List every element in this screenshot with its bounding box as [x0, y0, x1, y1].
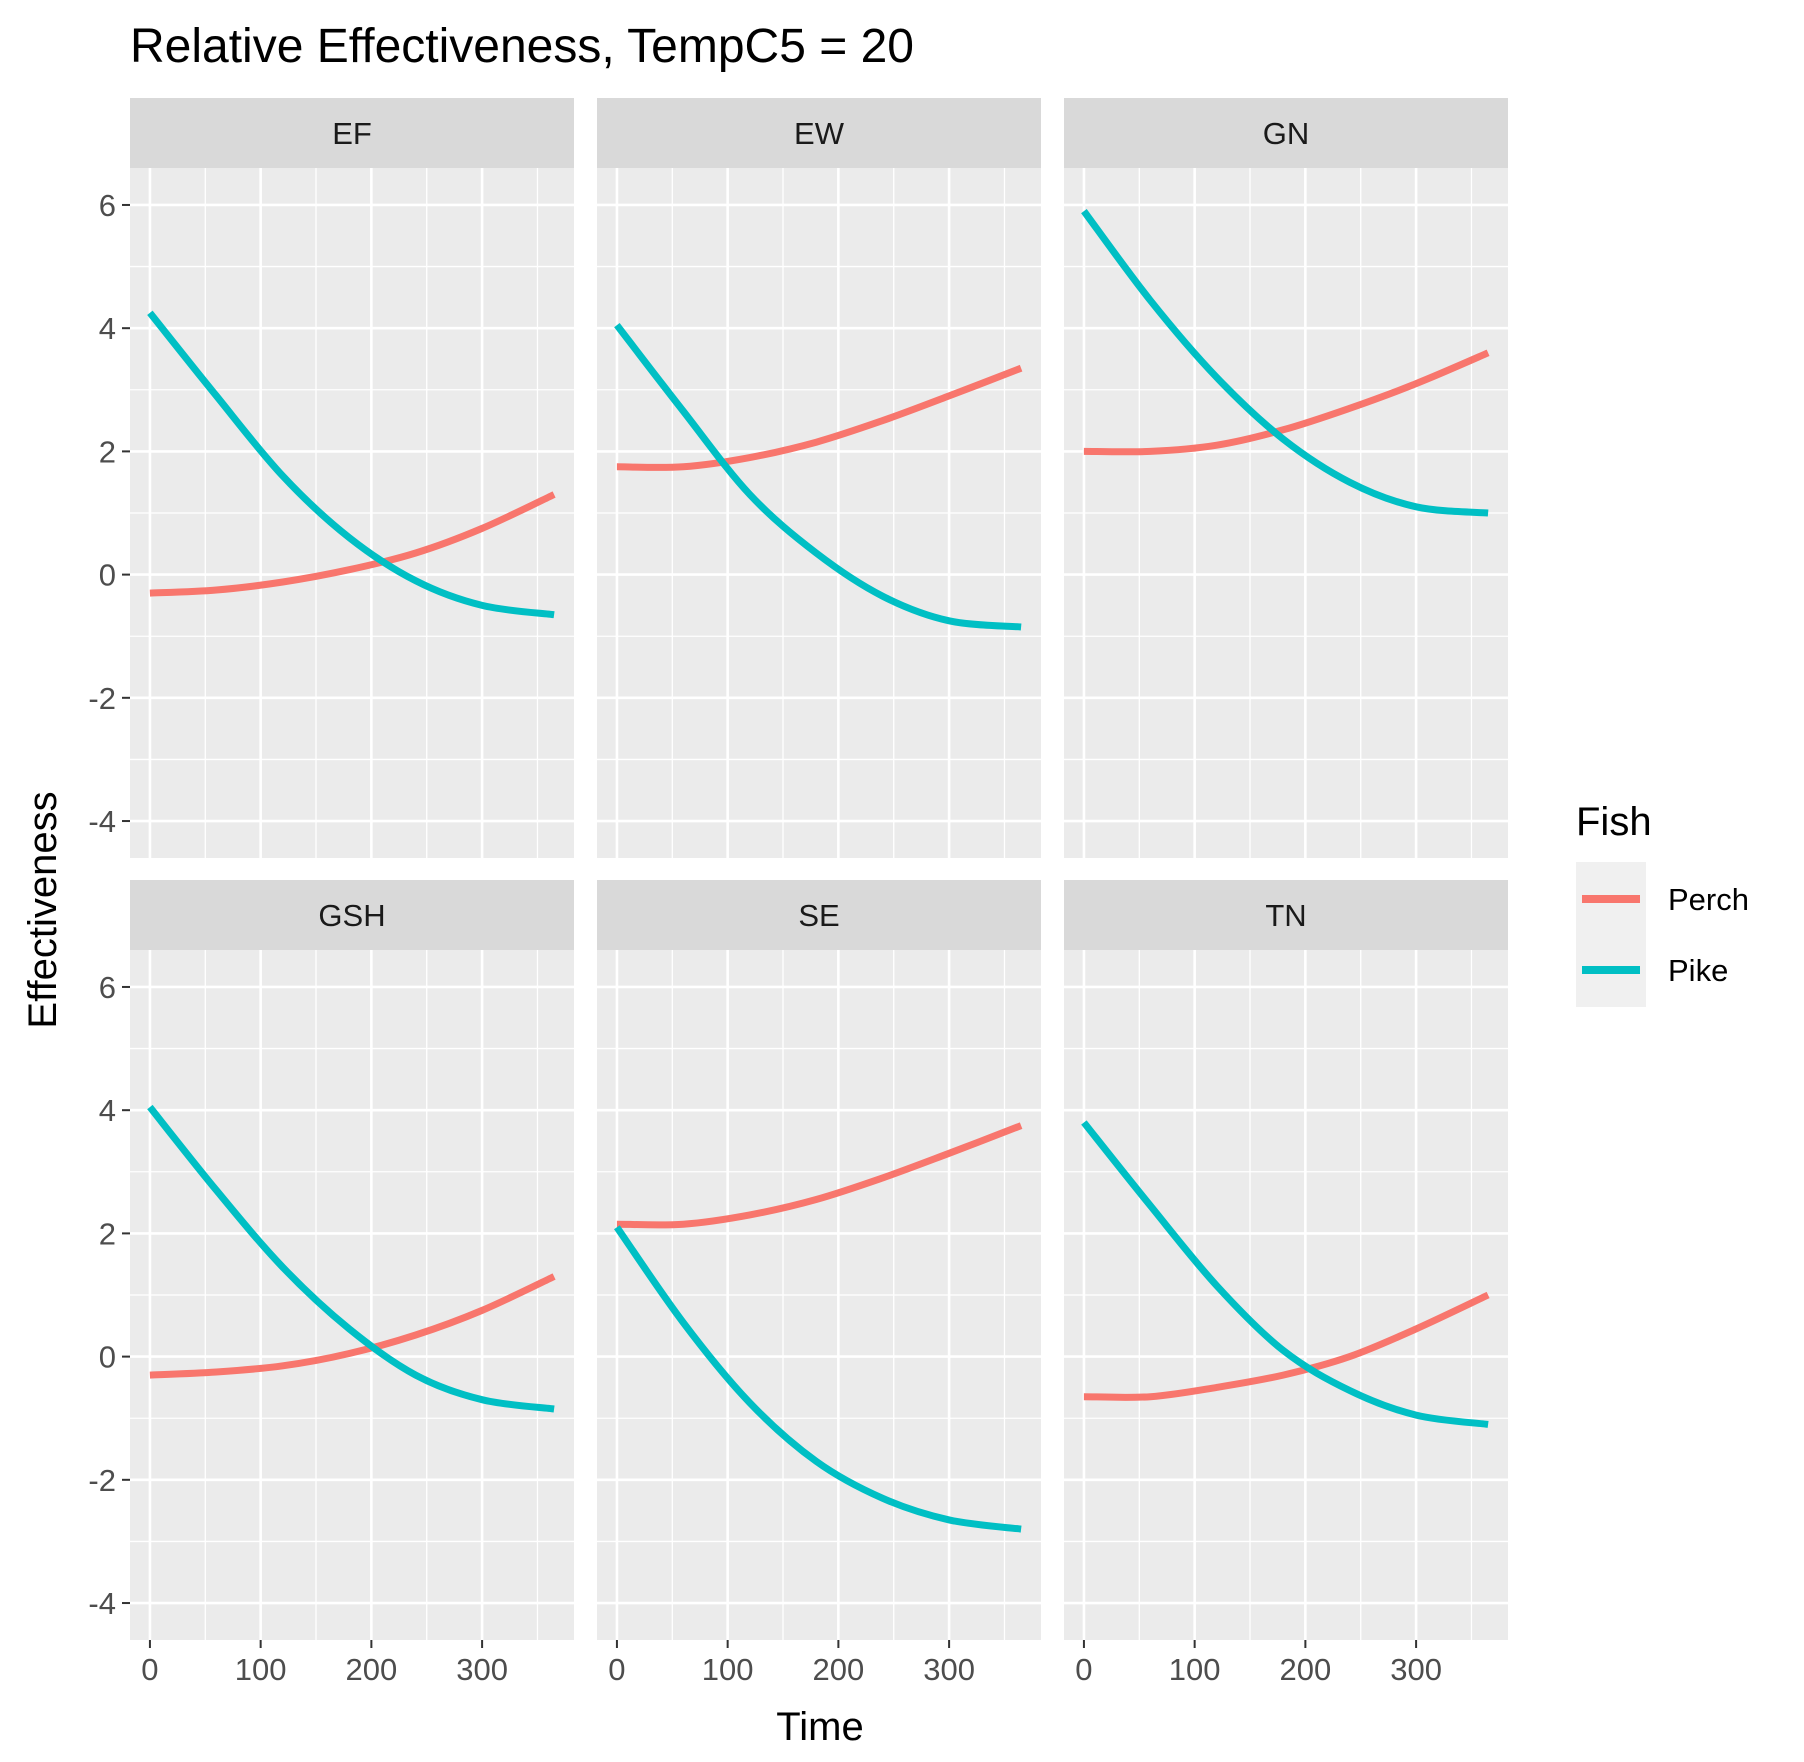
series-line-pike-ef: [147, 310, 555, 619]
facet-panel-gsh: GSH -4 -2 0 2 4 6 0 100 200 300: [88, 880, 574, 1687]
facet-strip-gn: [1064, 98, 1508, 168]
x-tick-label: 100: [235, 1652, 287, 1687]
x-tick-label: 200: [346, 1652, 398, 1687]
facet-strip-se: [597, 880, 1041, 950]
series-line-perch-gn: [1083, 349, 1490, 456]
x-tick-label: 100: [702, 1652, 754, 1687]
y-tick-label: -4: [88, 804, 116, 839]
y-tick-label: 0: [99, 1340, 116, 1375]
facet-panels: EF -4 -2 0 2 4 6 EW GN GSH -4 -2 0 2 4 6 0 100 200 300 SE 0 10…: [88, 98, 1508, 1687]
facet-panel-ef: EF -4 -2 0 2 4 6: [88, 98, 574, 858]
facet-strip-ef: [130, 98, 574, 168]
chart-title: Relative Effectiveness, TempC5 = 20: [130, 20, 914, 73]
facet-strip-ew: [597, 98, 1041, 168]
series-line-perch-ef: [149, 491, 556, 597]
series-line-perch-ew: [616, 364, 1023, 471]
series-line-perch-se: [616, 1122, 1023, 1229]
y-tick-label: 6: [99, 188, 116, 223]
facet-strip-tn: [1064, 880, 1508, 950]
y-tick-label: -2: [88, 1463, 116, 1498]
series-line-pike-tn: [1081, 1120, 1489, 1428]
y-tick-label: 4: [99, 1093, 116, 1128]
facet-label-ew: EW: [794, 116, 845, 151]
x-tick-label: 300: [923, 1652, 975, 1687]
x-tick-label: 100: [1169, 1652, 1221, 1687]
facet-panel-gn: GN: [1064, 98, 1508, 858]
y-tick-label: 2: [99, 434, 116, 469]
y-tick-label: -2: [88, 681, 116, 716]
legend: Fish Perch Pike: [1576, 800, 1749, 1007]
facet-label-se: SE: [798, 898, 839, 933]
facet-label-gn: GN: [1263, 116, 1310, 151]
series-line-pike-gn: [1081, 209, 1489, 517]
x-tick-label: 0: [141, 1652, 158, 1687]
x-tick-label: 0: [1075, 1652, 1092, 1687]
y-tick-label: 0: [99, 558, 116, 593]
x-tick-label: 300: [456, 1652, 508, 1687]
y-tick-label: 6: [99, 970, 116, 1005]
series-line-pike-ew: [614, 322, 1022, 631]
series-line-perch-gsh: [149, 1273, 556, 1379]
facet-label-gsh: GSH: [318, 898, 385, 933]
y-tick-label: 4: [99, 311, 116, 346]
legend-label-perch: Perch: [1668, 882, 1749, 917]
x-tick-label: 0: [608, 1652, 625, 1687]
x-axis-title: Time: [776, 1705, 863, 1749]
facet-panel-se: SE 0 100 200 300: [597, 880, 1041, 1687]
facet-label-tn: TN: [1265, 898, 1306, 933]
legend-label-pike: Pike: [1668, 953, 1728, 988]
facet-panel-ew: EW: [597, 98, 1041, 858]
y-axis-title: Effectiveness: [21, 791, 65, 1028]
series-line-pike-se: [614, 1225, 1022, 1533]
series-line-pike-gsh: [147, 1104, 555, 1413]
y-axis-title-group: Effectiveness: [21, 791, 65, 1028]
legend-title: Fish: [1576, 800, 1652, 844]
y-tick-label: 2: [99, 1216, 116, 1251]
facet-strip-gsh: [130, 880, 574, 950]
legend-key-background: [1576, 862, 1646, 1007]
facet-label-ef: EF: [332, 116, 372, 151]
y-tick-label: -4: [88, 1586, 116, 1621]
facet-panel-tn: TN 0 100 200 300: [1064, 880, 1508, 1687]
x-tick-label: 200: [813, 1652, 865, 1687]
x-tick-label: 200: [1280, 1652, 1332, 1687]
x-tick-label: 300: [1390, 1652, 1442, 1687]
series-line-perch-tn: [1083, 1291, 1490, 1401]
